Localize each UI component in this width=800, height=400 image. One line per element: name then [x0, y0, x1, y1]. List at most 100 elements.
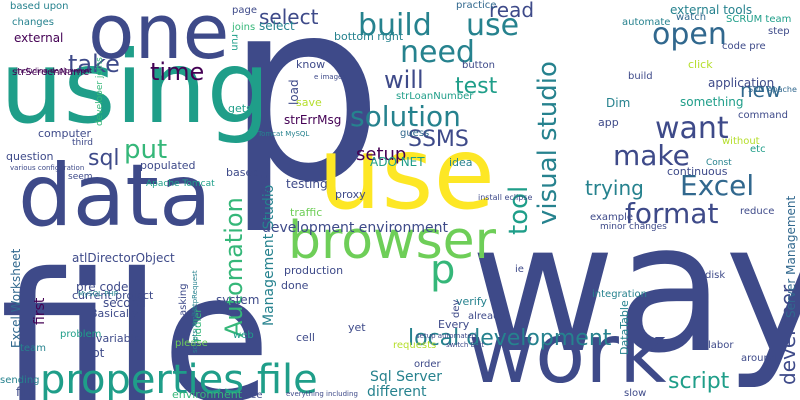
word-various-configuration: various configuration	[10, 164, 84, 172]
word-basically: Basically	[90, 307, 139, 320]
word-want: want	[655, 111, 729, 146]
word-fill: fill	[16, 385, 30, 399]
word-data: data	[18, 146, 212, 246]
word-based: based	[226, 166, 259, 179]
word-put: put	[124, 135, 167, 165]
word-code-pre: code pre	[722, 41, 766, 52]
word-based-upon: based upon	[10, 1, 69, 12]
word-setup-automated: setup automated	[416, 332, 476, 340]
word-solution: solution	[350, 100, 461, 133]
word-labor: labor	[708, 340, 734, 351]
word-second: second	[103, 296, 146, 310]
word-const: Const	[706, 158, 732, 168]
word-already: already	[468, 311, 505, 322]
word-sending: sending	[0, 375, 40, 386]
word-team: team	[20, 343, 46, 354]
word-sql-server: Sql Server	[370, 369, 442, 385]
word-apache-tomcat: Apache Tomcat	[146, 179, 215, 189]
word-current-project: current project	[72, 289, 154, 302]
word-question: question	[6, 150, 54, 163]
word-disk: disk	[705, 270, 725, 281]
word-save: save	[296, 96, 322, 109]
word-automation: Automation	[220, 197, 248, 337]
word-lot: lot	[89, 346, 105, 360]
word-everything-including: everything including	[286, 390, 358, 398]
word-first: first	[32, 297, 48, 325]
word-svn-apache: SVN Apache	[748, 85, 797, 94]
word-web: web	[233, 330, 254, 341]
word-application: application	[708, 76, 774, 90]
word-local-development: local development	[408, 326, 612, 351]
word-bottom-right: bottom right	[334, 30, 404, 43]
word-please: please	[175, 338, 208, 349]
word-script: script	[668, 369, 730, 394]
word-joins: joins	[231, 22, 255, 33]
word-testing: testing	[286, 177, 328, 191]
word-pre-code: pre code	[76, 280, 128, 294]
word-third: third	[72, 138, 93, 148]
word-select: select	[259, 19, 295, 33]
word-grid: grid	[257, 172, 270, 194]
word-including-deployment: including deployment	[16, 67, 92, 75]
word-ie: ie	[515, 264, 524, 275]
word-every: Every	[438, 318, 470, 331]
word-setup: setup	[356, 144, 406, 165]
word-problem: problem	[60, 329, 101, 340]
word-guess: guess	[400, 128, 429, 139]
word-new: new	[740, 78, 781, 102]
word-scrum-team: SCRUM team	[726, 14, 791, 25]
word-system: system	[216, 293, 259, 307]
word-tomcat-mysql: Tomcat MySQL	[257, 130, 309, 138]
word-excel: Excel	[680, 169, 754, 202]
word-tool: tool	[504, 186, 534, 235]
word-test: test	[455, 74, 498, 99]
word-sql: sql	[88, 146, 120, 171]
word-variable: variable	[96, 332, 141, 345]
word-browser: browser	[288, 211, 497, 271]
word-open: open	[652, 17, 727, 52]
word-ado-net: ADO NET	[370, 155, 425, 169]
word-around: around	[741, 353, 776, 364]
word-scripts-xmlhttprequest: scripts XmlHttpRequest	[191, 270, 199, 353]
word-install-eclipse: install eclipse	[478, 193, 533, 202]
word-developer: developer	[776, 284, 800, 385]
word-example: example	[590, 212, 633, 223]
word-using: using	[0, 29, 270, 146]
word-strloannumber: strLoanNumber	[396, 91, 474, 102]
word-click: click	[688, 58, 713, 71]
word-yet: yet	[348, 321, 366, 334]
word-read: read	[489, 0, 534, 22]
word-run: run	[229, 34, 240, 51]
word-development-environment: development environment	[262, 220, 448, 236]
word-datatable: DataTable	[618, 300, 631, 355]
word-time: time	[150, 58, 204, 86]
word-one: one	[88, 0, 229, 76]
word-see: see	[245, 390, 263, 400]
word-use: use	[466, 8, 519, 43]
word-computer: computer	[38, 127, 92, 140]
word-trying: trying	[585, 176, 644, 200]
word-select: select	[259, 5, 319, 29]
word-will: will	[384, 66, 424, 94]
word-proxy: proxy	[335, 188, 366, 201]
word-way: way	[470, 185, 800, 392]
word-idea: idea	[449, 156, 473, 169]
word-format: format	[625, 197, 718, 230]
word-practice: practice	[456, 0, 496, 11]
word-minor-changes: minor changes	[600, 222, 667, 232]
word-management-studio: Management Studio	[261, 185, 277, 326]
word-p: p	[225, 0, 384, 237]
word-watch: watch	[676, 12, 706, 23]
word-use: use	[318, 115, 495, 232]
word-work: work	[468, 307, 667, 400]
word-server-management: Server Management	[784, 195, 798, 318]
word-dev: dev	[451, 300, 462, 319]
word-button: button	[462, 60, 495, 71]
word-command: command	[738, 110, 788, 121]
word-app: app	[598, 116, 619, 129]
word-load: load	[287, 79, 301, 105]
word-e-images: e images	[314, 73, 346, 81]
